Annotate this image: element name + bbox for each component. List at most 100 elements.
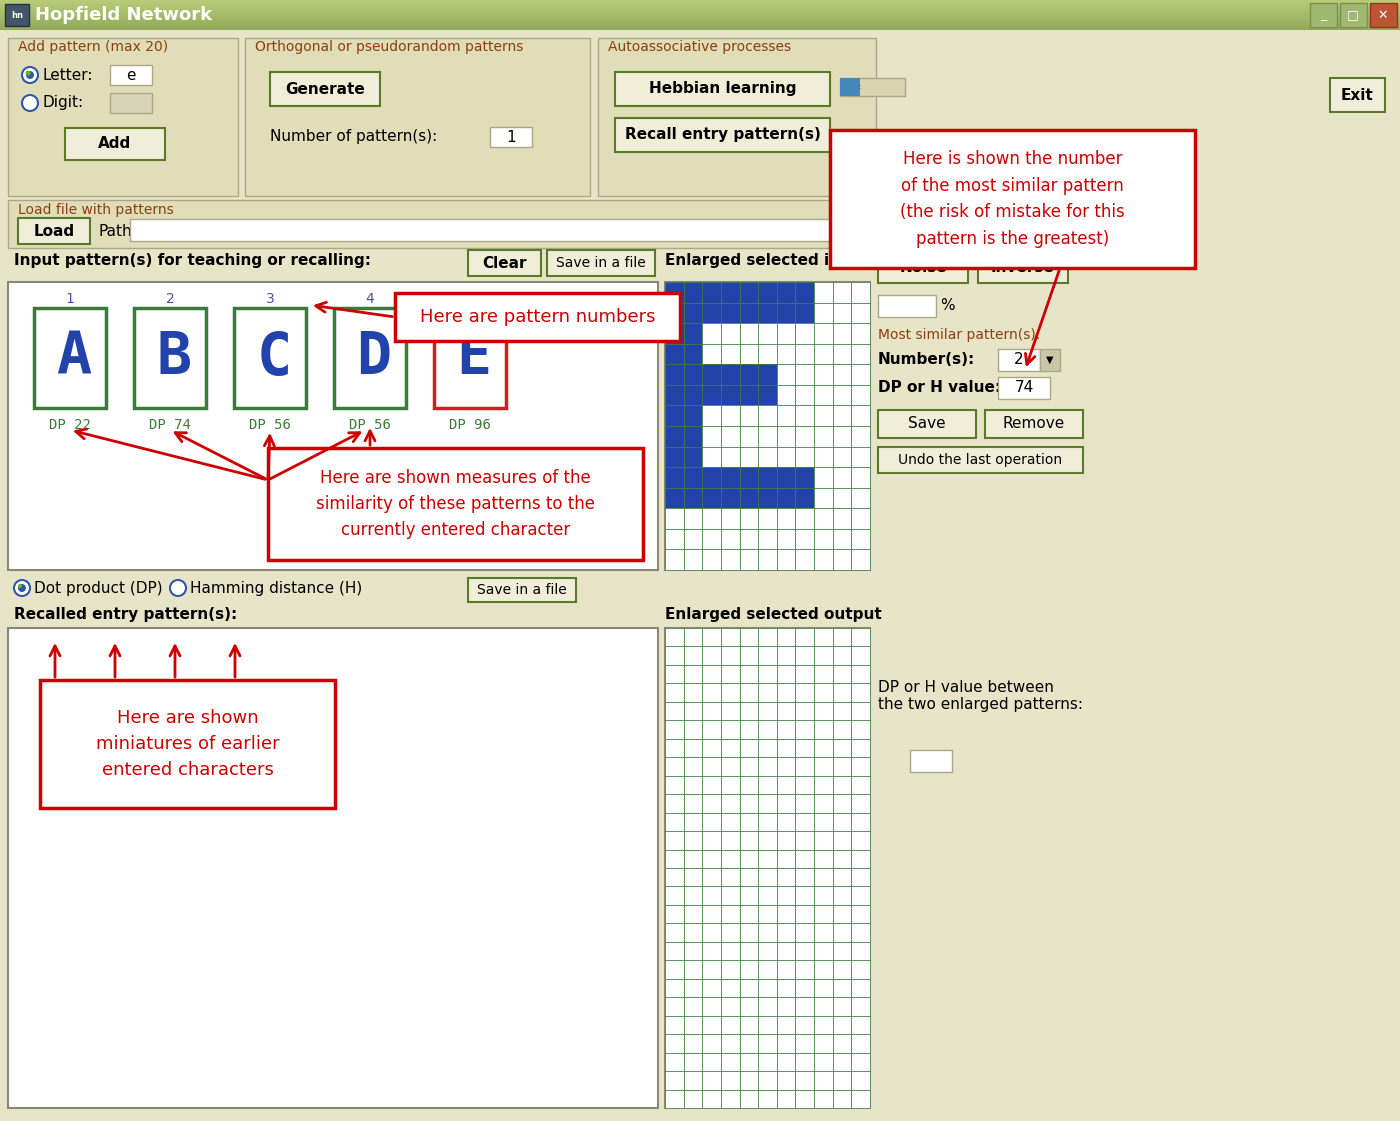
Bar <box>813 529 833 549</box>
Bar <box>851 529 869 549</box>
Bar <box>813 979 833 998</box>
Bar <box>910 750 952 772</box>
Bar <box>739 446 759 467</box>
Bar <box>986 410 1084 438</box>
Bar <box>721 1016 739 1035</box>
Bar <box>665 961 683 979</box>
Text: A: A <box>56 330 91 387</box>
Text: B: B <box>157 330 192 387</box>
Bar <box>777 1071 795 1090</box>
Text: Add pattern (max 20): Add pattern (max 20) <box>18 40 168 54</box>
Bar <box>739 323 759 344</box>
Bar <box>683 323 703 344</box>
Bar <box>665 998 683 1016</box>
Bar <box>777 739 795 757</box>
Bar <box>759 905 777 924</box>
Bar <box>739 684 759 702</box>
Bar <box>721 467 739 488</box>
Bar <box>777 942 795 961</box>
Bar <box>721 776 739 794</box>
Bar <box>703 850 721 868</box>
Text: Undo the last operation: Undo the last operation <box>899 453 1063 467</box>
Bar <box>851 446 869 467</box>
Bar <box>683 628 703 647</box>
Bar <box>739 887 759 905</box>
Bar <box>739 1071 759 1090</box>
Bar <box>665 721 683 739</box>
Bar <box>703 549 721 569</box>
Bar <box>683 757 703 776</box>
Bar <box>851 721 869 739</box>
Bar <box>683 1016 703 1035</box>
Bar <box>795 467 813 488</box>
Bar <box>795 303 813 323</box>
Bar <box>759 406 777 426</box>
Bar <box>703 905 721 924</box>
Text: Digit:: Digit: <box>43 95 84 111</box>
Bar <box>721 344 739 364</box>
Text: Number(s):: Number(s): <box>878 352 976 367</box>
Bar <box>833 628 851 647</box>
Bar <box>739 998 759 1016</box>
Bar <box>813 1035 833 1053</box>
Bar <box>851 385 869 406</box>
Bar <box>795 998 813 1016</box>
Bar <box>665 868 683 887</box>
Circle shape <box>18 584 22 589</box>
Bar <box>739 850 759 868</box>
Bar <box>759 1053 777 1071</box>
Bar <box>833 757 851 776</box>
Text: DP 56: DP 56 <box>249 418 291 432</box>
Text: Hamming distance (H): Hamming distance (H) <box>190 581 363 595</box>
Bar <box>665 446 683 467</box>
Bar <box>759 942 777 961</box>
Text: Here are shown
miniatures of earlier
entered characters: Here are shown miniatures of earlier ent… <box>95 708 280 779</box>
Text: Path:: Path: <box>98 223 137 239</box>
Text: Remove: Remove <box>1002 417 1065 432</box>
Bar <box>777 924 795 942</box>
Bar <box>795 282 813 303</box>
Bar <box>851 364 869 385</box>
Bar <box>721 905 739 924</box>
Bar <box>851 665 869 684</box>
Bar <box>759 813 777 831</box>
Bar <box>721 721 739 739</box>
Bar <box>721 1035 739 1053</box>
Bar <box>795 739 813 757</box>
Bar <box>8 282 658 569</box>
Bar <box>665 385 683 406</box>
Bar <box>703 406 721 426</box>
Bar <box>833 665 851 684</box>
Bar <box>777 665 795 684</box>
Bar <box>739 1090 759 1108</box>
Bar <box>270 72 379 106</box>
Text: Noise: Noise <box>899 260 946 276</box>
Bar <box>813 323 833 344</box>
Bar <box>759 665 777 684</box>
Bar <box>813 282 833 303</box>
Bar <box>795 850 813 868</box>
Bar <box>739 508 759 529</box>
Bar <box>683 529 703 549</box>
Bar <box>759 647 777 665</box>
Bar <box>739 1035 759 1053</box>
Bar <box>813 549 833 569</box>
Bar <box>683 979 703 998</box>
Bar <box>703 508 721 529</box>
Bar <box>721 549 739 569</box>
Bar <box>777 831 795 850</box>
Bar <box>795 364 813 385</box>
Text: Hebbian learning: Hebbian learning <box>648 82 797 96</box>
Bar <box>434 308 505 408</box>
Bar <box>721 942 739 961</box>
Bar <box>851 1071 869 1090</box>
Bar <box>721 323 739 344</box>
Bar <box>777 364 795 385</box>
Bar <box>665 282 869 569</box>
Bar <box>703 1035 721 1053</box>
Bar <box>703 831 721 850</box>
Bar <box>777 647 795 665</box>
Bar <box>721 508 739 529</box>
Bar <box>851 831 869 850</box>
Bar <box>739 868 759 887</box>
